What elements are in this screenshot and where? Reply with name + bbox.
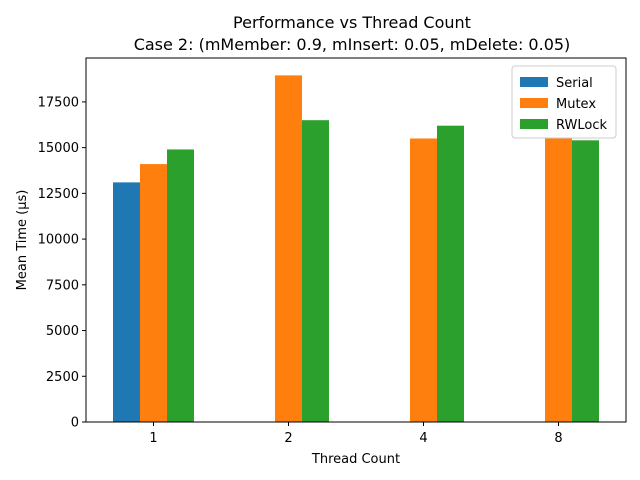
- bar-mutex-4: [410, 138, 437, 422]
- legend-swatch-rwlock: [520, 119, 548, 129]
- bar-mutex-1: [140, 164, 167, 422]
- y-tick-label: 17500: [38, 95, 79, 110]
- legend-label-mutex: Mutex: [556, 97, 596, 112]
- bar-rwlock-4: [437, 125, 464, 422]
- y-tick-label: 12500: [38, 187, 79, 202]
- x-tick-label: 8: [554, 431, 562, 446]
- x-tick-label: 1: [149, 431, 157, 446]
- chart-subtitle: Case 2: (mMember: 0.9, mInsert: 0.05, mD…: [134, 35, 571, 54]
- legend-label-serial: Serial: [556, 76, 593, 91]
- y-axis-label: Mean Time (µs): [15, 190, 30, 291]
- legend-swatch-serial: [520, 77, 548, 87]
- y-tick-label: 0: [71, 416, 79, 431]
- y-tick-label: 2500: [46, 370, 79, 385]
- legend: Serial Mutex RWLock: [511, 65, 617, 139]
- x-axis-label: Thread Count: [311, 452, 400, 467]
- x-tick-label: 4: [419, 431, 427, 446]
- x-ticks-group: 1 2 4 8: [149, 422, 563, 446]
- bar-serial-1: [113, 182, 140, 422]
- y-tick-label: 7500: [46, 278, 79, 293]
- bars-group: [113, 75, 599, 423]
- y-ticks-group: 0 2500 5000 7500 10000 12500 15000 17500: [38, 95, 86, 431]
- legend-label-rwlock: RWLock: [556, 118, 607, 133]
- x-tick-label: 2: [284, 431, 292, 446]
- legend-swatch-mutex: [520, 98, 548, 108]
- bar-rwlock-2: [302, 120, 329, 423]
- bar-mutex-8: [545, 138, 572, 422]
- bar-mutex-2: [275, 75, 302, 422]
- y-tick-label: 10000: [38, 233, 79, 248]
- y-tick-label: 5000: [46, 324, 79, 339]
- bar-rwlock-8: [572, 140, 599, 422]
- bar-rwlock-1: [167, 149, 194, 423]
- chart-title: Performance vs Thread Count: [233, 13, 471, 32]
- y-tick-label: 15000: [38, 141, 79, 156]
- plot-frame: [85, 57, 627, 423]
